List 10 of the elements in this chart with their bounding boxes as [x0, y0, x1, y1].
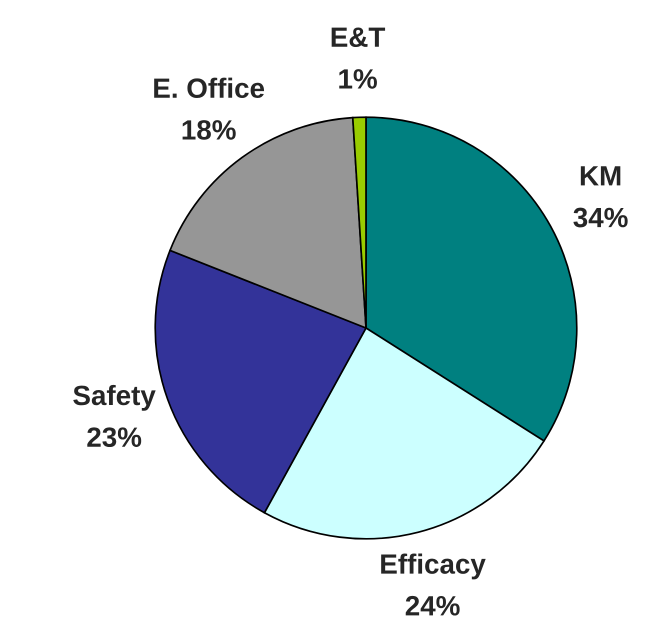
slice-label: Efficacy	[381, 553, 486, 580]
data-label: 18%	[182, 120, 236, 140]
data-label: 34%	[573, 208, 628, 228]
data-label: 1%	[339, 69, 377, 89]
data-label: 23%	[87, 427, 142, 448]
slice-label: KM	[580, 166, 620, 186]
slice-label: E. Office	[154, 78, 264, 98]
slice-label: E&T	[332, 28, 386, 48]
slice-label: Safety	[73, 384, 156, 411]
data-label: 24%	[406, 596, 460, 616]
